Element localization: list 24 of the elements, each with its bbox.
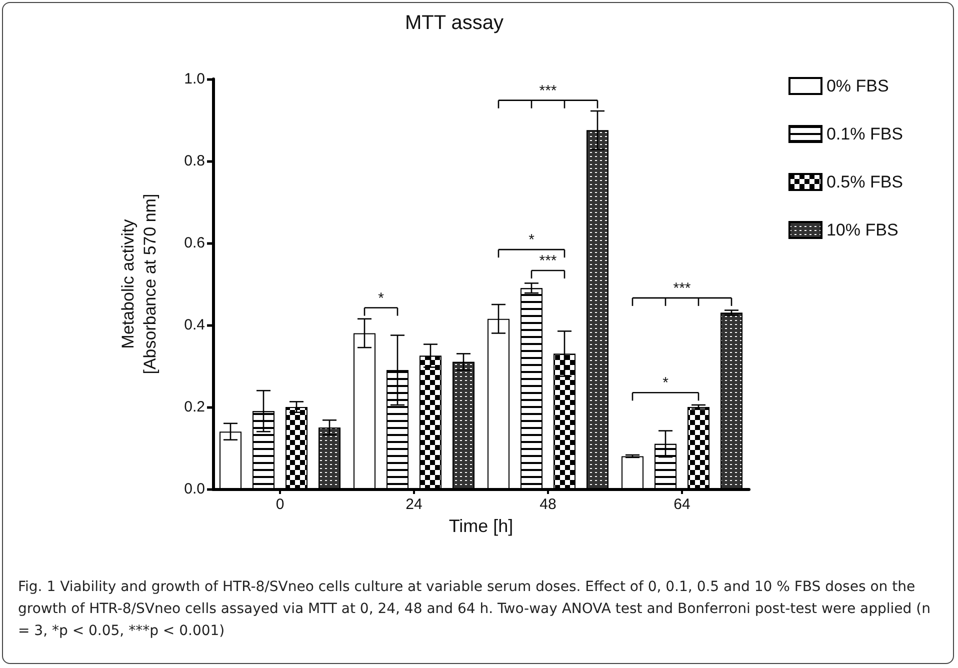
x-tick-label: 0 [276, 496, 284, 513]
annotation: * [378, 290, 384, 307]
y-tick-label: 1.0 [184, 70, 205, 88]
y-axis-title: Metabolic activity [Absorbance at 570 nm] [118, 194, 160, 374]
annotation: *** [539, 82, 557, 100]
y-tick-label: 0.2 [184, 398, 205, 416]
legend-label: 0% FBS [826, 76, 889, 96]
legend-label: 0.1% FBS [826, 124, 904, 144]
legend-label: 10% FBS [826, 220, 898, 240]
annotation: *** [539, 252, 557, 270]
x-tick-label: 24 [406, 496, 422, 513]
annotation: * [662, 374, 669, 392]
annotation: * [528, 232, 535, 249]
legend-label: 0.5% FBS [826, 172, 904, 192]
x-tick-label: 48 [540, 496, 556, 513]
y-tick-label: 0.8 [184, 152, 205, 170]
y-tick-label: 0.4 [184, 316, 205, 334]
y-tick-label: 0.6 [184, 234, 205, 252]
y-tick-label: 0.0 [184, 480, 205, 498]
chart-title: MTT assay [405, 12, 504, 34]
annotation: *** [673, 280, 691, 297]
x-tick-label: 64 [674, 496, 690, 513]
caption: Fig. 1 Viability and growth of HTR-8/SVneo cells culture at variable serum doses. Effect of 0, 0.1, 0.5 and 10 % FBS doses on the growth of HTR-8/SVneo cells assayed via MTT at 0, 24, 48 and 64 h. Two-way ANOVA test and Bonferroni post-test were applied (n = 3, *p < 0.05, ***p < 0.001) [18, 578, 932, 641]
x-axis-title: Time [h] [448, 516, 514, 536]
